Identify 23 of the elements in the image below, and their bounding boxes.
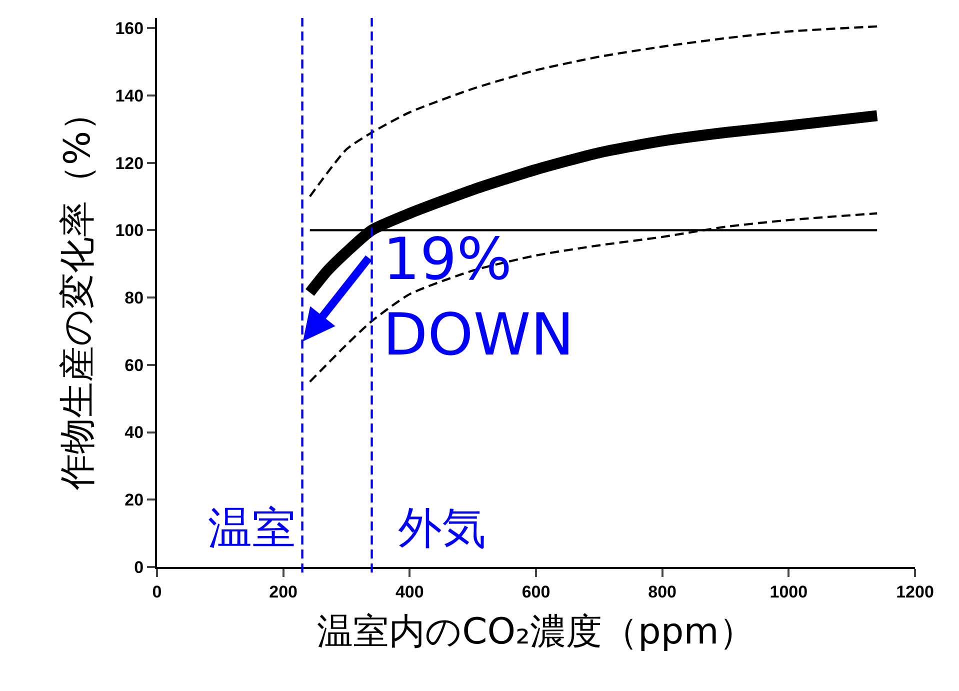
x-tick-label: 200 [269,582,298,602]
line-series [308,212,878,383]
line-series [308,25,878,198]
x-tick-label: 1000 [770,582,808,602]
y-tick-label: 160 [115,19,144,38]
y-tick-label: 0 [134,558,144,577]
y-tick-label: 140 [115,86,144,106]
ref-line-label: 温室 [208,503,296,554]
x-tick-label: 400 [395,582,424,602]
y-tick-label: 100 [115,221,144,240]
annotation: 19% DOWN [383,225,574,368]
x-tick-label: 800 [648,582,677,602]
y-tick-label: 120 [115,154,144,173]
x-tick-label: 1200 [896,582,934,602]
y-tick-label: 20 [124,490,144,510]
y-tick-label: 80 [124,288,144,308]
x-axis-title: 温室内のCO₂濃度（ppm） [317,612,755,653]
y-tick-label: 40 [124,423,144,442]
y-tick-label: 60 [124,356,144,375]
ref-line-label: 外気 [398,503,486,554]
x-tick-label: 0 [152,582,162,602]
x-tick-label: 600 [522,582,550,602]
y-axis-title: 作物生産の変化率（%） [58,94,99,492]
